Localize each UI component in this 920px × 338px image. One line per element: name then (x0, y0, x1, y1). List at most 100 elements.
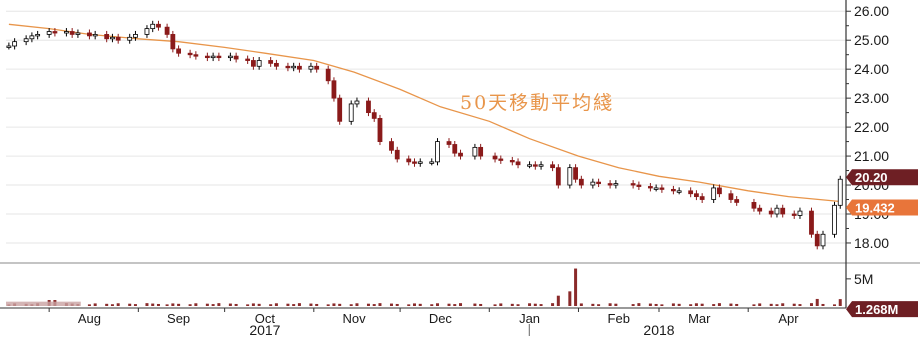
candle-body (492, 155, 498, 160)
ma50-line (8, 23, 841, 203)
candle-body (532, 164, 538, 167)
candle-body (110, 36, 115, 40)
candle-body (245, 58, 251, 61)
last-volume-tag: 1.268M (846, 301, 918, 318)
volume-bar (217, 303, 221, 306)
candle-body (164, 26, 170, 35)
month-label: Dec (429, 311, 453, 326)
volume-bar (533, 303, 537, 306)
volume-bar (775, 304, 779, 306)
candle-body (613, 183, 619, 186)
candle-body (458, 152, 463, 157)
volume-bar (211, 304, 215, 306)
volume-bar (838, 299, 842, 306)
price-grid (6, 10, 846, 244)
candle-body (35, 34, 41, 37)
candle-body (734, 199, 740, 203)
volume-bar (809, 303, 813, 306)
candle-body (550, 164, 555, 169)
candle-body (809, 210, 814, 235)
candle-body (435, 141, 440, 163)
candle-body (92, 34, 98, 37)
volume-bar (165, 304, 169, 306)
volume-bar (105, 303, 109, 306)
volume-bar (735, 303, 739, 306)
volume-bar (473, 303, 477, 306)
candle-body (780, 207, 786, 215)
candle-body (653, 187, 659, 190)
volume-bar (510, 303, 514, 306)
volume-bar (677, 303, 681, 306)
volume-bar (574, 268, 578, 306)
candle-body (297, 65, 302, 70)
volume-bar (453, 304, 457, 306)
candle-body (170, 34, 176, 50)
last-price-tag: 20.20 (846, 169, 918, 186)
volume-bar (654, 303, 658, 306)
candle-body (527, 164, 532, 167)
last-price-tag-shape (846, 169, 918, 186)
candle-body (133, 34, 138, 38)
volume-bar (752, 304, 756, 306)
volume-bar (493, 304, 497, 306)
candle-body (75, 32, 81, 35)
volume-bar (156, 303, 160, 306)
ma50-layer (8, 23, 841, 203)
candle-body (567, 167, 573, 186)
candle-body (377, 118, 383, 142)
candle-layer (6, 20, 843, 250)
volume-bar (338, 303, 342, 306)
candle-body (156, 23, 161, 28)
candle-body (630, 183, 636, 186)
volume-bar (205, 303, 209, 306)
candle-body (636, 184, 642, 187)
volume-bar (694, 303, 698, 306)
month-label: Sep (167, 311, 190, 326)
volume-bar (395, 303, 399, 306)
candle-body (515, 161, 521, 166)
candle-body (774, 207, 780, 215)
volume-bar (407, 304, 411, 306)
candle-body (371, 112, 377, 119)
candle-body (446, 141, 452, 145)
volume-bar (516, 304, 520, 306)
volume-bar (228, 303, 232, 306)
volume-bar (286, 303, 290, 306)
volume-bar (499, 303, 503, 306)
last-volume-tag-text: 1.268M (855, 302, 898, 317)
year-label: 2017 (249, 322, 280, 338)
volume-bar (792, 303, 796, 306)
candle-body (578, 178, 584, 186)
candle-body (52, 31, 58, 34)
candle-body (250, 60, 256, 67)
volume-bar (832, 304, 836, 306)
candle-body (757, 207, 763, 212)
volume-bar (171, 303, 175, 306)
candle-body (406, 158, 412, 163)
last-price-tag-text: 20.20 (855, 170, 888, 185)
candle-body (23, 38, 29, 43)
volume-bar (349, 304, 353, 306)
volume-bar (315, 303, 319, 306)
volume-bar (116, 303, 120, 306)
volume-bar (251, 303, 255, 306)
month-label: Mar (688, 311, 711, 326)
candle-body (210, 55, 216, 59)
volume-bar (717, 303, 721, 306)
candle-body (768, 210, 774, 215)
tag-layer: 20.20 19.432 1.268M (846, 169, 918, 318)
candle-body (607, 183, 613, 186)
volume-bar (274, 303, 278, 306)
month-label: Feb (608, 311, 630, 326)
candle-body (509, 160, 515, 163)
volume-bar (326, 304, 330, 306)
candle-body (354, 100, 360, 105)
volume-bar (539, 304, 543, 306)
candle-body (69, 31, 75, 35)
candle-body (150, 23, 156, 30)
volume-bar (177, 303, 181, 306)
volume-bar (372, 304, 376, 306)
volume-bar (366, 303, 370, 306)
candle-body (797, 210, 803, 216)
candle-body (417, 161, 423, 164)
